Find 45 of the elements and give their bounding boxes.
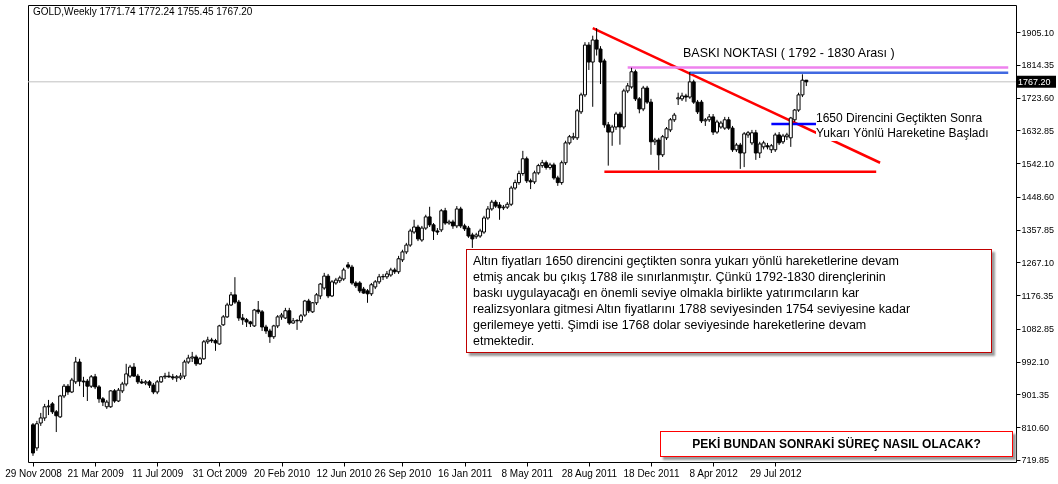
candlestick — [267, 328, 272, 344]
annotation: 1650 Direncini Geçtikten Sonra Yukarı Yönlü Hareketine Başladı — [816, 111, 989, 141]
y-tick-label: 1176.35 — [1021, 290, 1054, 301]
candlestick — [295, 318, 300, 331]
x-tick-label: 29 Nov 2008 — [5, 467, 63, 479]
candlestick — [85, 378, 90, 402]
text-box: Altın fiyatları 1650 direncini geçtikten sonra yukarı yönlü hareketlerine devam etmiş ancak bu çıkış 1788 ile sınırlanmıştır. Çünkü 1792-1830 dirençlerinin baskı uygulayacağı en önemli seviye olmakla birlikte yatırımcıların kar realizsyonlara gitmesi Altın fiyatlarını 1788 seviyesinden 1754 seviyesine kadar gerilemeye yetti. Şimdi ise 1768 dolar seviyesinde hareketlerine devam etmektedir. — [466, 249, 992, 353]
x-tick-label: 21 Mar 2009 — [67, 467, 125, 479]
candlestick — [349, 264, 354, 286]
chart-title: GOLD,Weekly 1771.74 1772.24 1755.45 1767.20 — [33, 6, 253, 17]
x-tick-label: 28 Aug 2011 — [561, 467, 618, 479]
candlestick — [381, 273, 386, 281]
x-tick-label: 8 Apr 2012 — [689, 467, 739, 479]
x-tick-label: 26 Sep 2010 — [374, 467, 432, 479]
y-tick-label: 1082.85 — [1021, 324, 1055, 335]
x-tick-label: 16 Jan 2011 — [437, 467, 493, 479]
y-tick-label: 901.35 — [1021, 389, 1050, 400]
y-tick-label: 810.60 — [1021, 422, 1050, 433]
y-tick-label: 719.85 — [1021, 455, 1050, 466]
y-tick-label: 992.10 — [1021, 357, 1050, 368]
y-tick-label: 1814.35 — [1021, 60, 1055, 71]
candlestick — [201, 339, 206, 361]
x-tick-label: 11 Jul 2009 — [132, 467, 184, 479]
candlestick — [384, 270, 389, 280]
x-tick-label: 29 Jul 2012 — [749, 467, 803, 479]
x-tick-label: 31 Oct 2009 — [192, 467, 248, 479]
y-tick-label: 1267.10 — [1021, 257, 1055, 268]
candlestick — [166, 371, 171, 379]
y-tick-label: 1723.60 — [1021, 93, 1055, 104]
x-tick-label: 8 May 2011 — [501, 467, 554, 479]
ref-line-label: 1767.20 — [1018, 76, 1051, 87]
y-tick-label: 1448.60 — [1021, 192, 1055, 203]
y-tick-label: 1357.85 — [1021, 225, 1055, 236]
y-tick-label: 1632.85 — [1021, 125, 1055, 136]
candlestick — [641, 85, 646, 112]
x-tick-label: 18 Dec 2011 — [623, 467, 680, 479]
candlestick — [458, 206, 463, 229]
y-tick-label: 1905.10 — [1021, 27, 1055, 38]
text-box: PEKİ BUNDAN SONRAKİ SÜREÇ NASIL OLACAK? — [660, 431, 1013, 457]
y-tick-label: 1542.10 — [1021, 158, 1055, 169]
annotation: BASKI NOKTASI ( 1792 - 1830 Arası ) — [683, 46, 895, 61]
x-tick-label: 20 Feb 2010 — [253, 467, 311, 479]
candlestick — [687, 71, 692, 100]
x-tick-label: 12 Jun 2010 — [316, 467, 373, 479]
candlestick — [163, 372, 168, 380]
